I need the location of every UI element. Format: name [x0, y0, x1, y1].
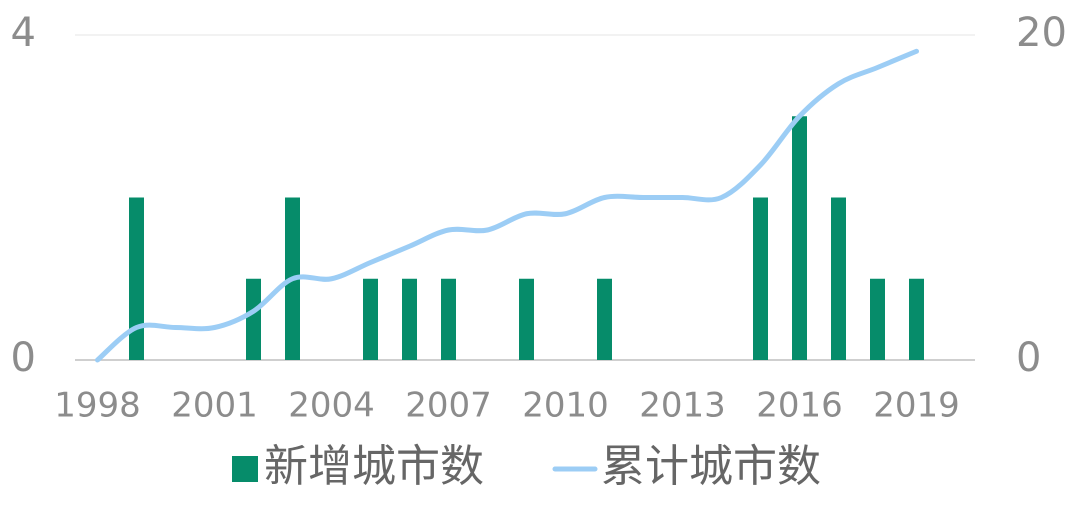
bar [363, 278, 378, 360]
bar [753, 197, 768, 360]
bar [792, 116, 807, 360]
bar [129, 197, 144, 360]
x-tick-label: 2013 [639, 386, 726, 426]
bar [519, 278, 534, 360]
bar [597, 278, 612, 360]
legend-label: 新增城市数 [264, 441, 484, 492]
x-tick-label: 2001 [171, 386, 258, 426]
y-tick-label: 4 [11, 10, 36, 56]
x-tick-label: 2004 [288, 386, 375, 426]
bar [246, 278, 261, 360]
bar [831, 197, 846, 360]
bar [870, 278, 885, 360]
bar [441, 278, 456, 360]
line [95, 48, 919, 363]
y2-tick-label: 0 [1016, 335, 1041, 381]
x-tick-label: 2016 [756, 386, 843, 426]
y2-tick-label: 20 [1016, 10, 1067, 56]
legend-swatch [232, 456, 258, 482]
bar [402, 278, 417, 360]
bar [909, 278, 924, 360]
x-tick-label: 2019 [873, 386, 960, 426]
x-tick-label: 2007 [405, 386, 492, 426]
y-tick-label: 0 [11, 335, 36, 381]
x-tick-label: 2010 [522, 386, 609, 426]
x-tick-label: 1998 [54, 386, 141, 426]
legend-label: 累计城市数 [601, 441, 821, 492]
